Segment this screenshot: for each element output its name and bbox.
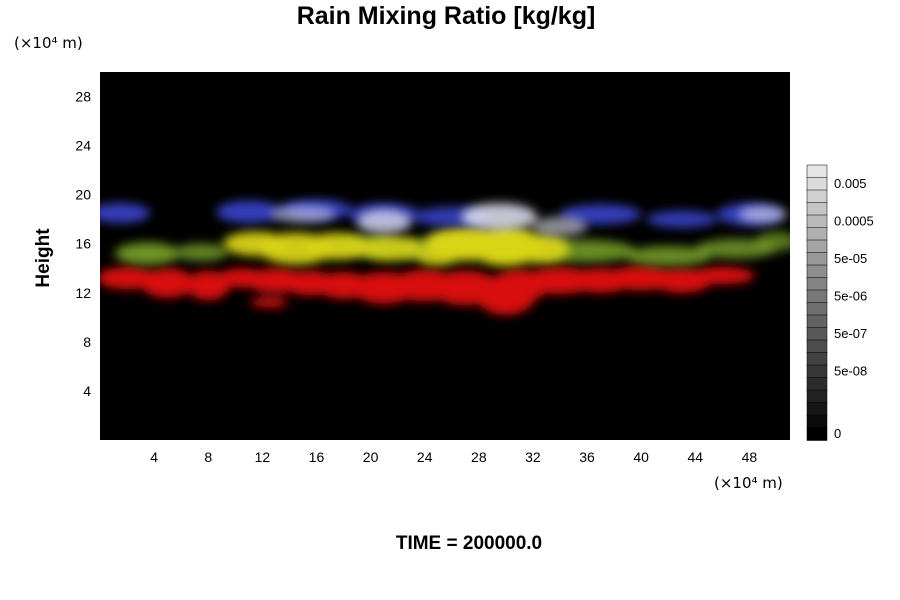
colorbar-label: 5e-08 xyxy=(834,363,867,378)
y-tick-label: 12 xyxy=(75,285,91,301)
colorbar-label: 0.0005 xyxy=(834,213,874,228)
layer-red xyxy=(100,265,755,315)
x-tick-labels: 4 8 12 16 20 24 28 32 36 40 44 48 xyxy=(150,449,757,465)
x-tick-label: 20 xyxy=(363,449,379,465)
y-tick-label: 8 xyxy=(83,334,91,350)
field-blob xyxy=(250,297,289,308)
colorbar-label: 0.005 xyxy=(834,176,867,191)
colorbar-cell xyxy=(806,402,828,416)
colorbar-labels: 0.005 0.0005 5e-05 5e-06 5e-07 5e-08 0 xyxy=(834,176,874,441)
colorbar-cell xyxy=(806,302,828,316)
y-tick-label: 20 xyxy=(75,187,91,203)
field-blob xyxy=(646,210,717,228)
colorbar-cell xyxy=(806,264,828,279)
field-blob xyxy=(560,204,642,225)
field-blob xyxy=(114,242,180,265)
x-tick-label: 48 xyxy=(742,449,758,465)
chart-title: Rain Mixing Ratio [kg/kg] xyxy=(297,2,596,30)
x-axis-unit: (×10⁴ m) xyxy=(714,474,783,492)
time-label: TIME = 200000.0 xyxy=(396,533,542,554)
field-blob xyxy=(357,209,412,234)
colorbar-cell xyxy=(806,214,828,229)
x-tick-label: 28 xyxy=(471,449,487,465)
colorbar-cell xyxy=(806,202,828,216)
y-tick-label: 16 xyxy=(75,236,91,252)
colorbar-cell xyxy=(806,189,828,204)
layer-yellow xyxy=(223,226,570,266)
colorbar-cell xyxy=(806,252,828,266)
field-blob xyxy=(100,203,151,223)
y-axis-label: Height xyxy=(33,228,54,288)
field-blob xyxy=(738,205,788,223)
layer-white xyxy=(270,203,788,237)
colorbar-cell xyxy=(806,352,828,366)
field-blob xyxy=(689,267,755,285)
field-blob xyxy=(509,233,570,264)
x-tick-label: 4 xyxy=(150,449,158,465)
x-tick-label: 12 xyxy=(255,449,271,465)
colorbar-label: 5e-06 xyxy=(834,288,867,303)
colorbar-cell xyxy=(806,227,828,241)
rain-field xyxy=(100,199,790,315)
field-blob xyxy=(358,236,424,261)
field-blob xyxy=(216,200,282,223)
colorbar-cell xyxy=(806,177,828,191)
colorbar-cell xyxy=(806,389,828,404)
colorbar-cell xyxy=(806,289,828,304)
colorbar-cell xyxy=(806,414,828,429)
field-blob xyxy=(270,205,336,223)
colorbar-label: 5e-05 xyxy=(834,251,867,266)
colorbar-cell xyxy=(806,164,828,179)
y-tick-label: 4 xyxy=(83,383,91,399)
x-tick-label: 24 xyxy=(417,449,433,465)
x-tick-label: 36 xyxy=(579,449,595,465)
colorbar-cell xyxy=(806,327,828,341)
x-tick-label: 8 xyxy=(204,449,212,465)
y-tick-labels: 4 8 12 16 20 24 28 xyxy=(75,89,91,399)
y-tick-label: 28 xyxy=(75,89,91,105)
colorbar xyxy=(806,164,828,441)
colorbar-cell xyxy=(806,364,828,379)
x-tick-label: 16 xyxy=(309,449,325,465)
field-blob xyxy=(624,246,712,266)
x-tick-label: 44 xyxy=(688,449,704,465)
field-blob xyxy=(416,246,460,266)
x-tick-label: 40 xyxy=(633,449,649,465)
x-tick-label: 32 xyxy=(525,449,541,465)
field-blob xyxy=(754,231,790,252)
colorbar-cell xyxy=(806,339,828,354)
colorbar-cell xyxy=(806,314,828,329)
colorbar-label: 0 xyxy=(834,426,841,441)
field-blob xyxy=(461,203,537,231)
field-blob xyxy=(174,243,229,261)
colorbar-cell xyxy=(806,427,828,441)
colorbar-cell xyxy=(806,239,828,254)
y-tick-label: 24 xyxy=(75,138,91,154)
field-blob xyxy=(304,232,370,260)
y-axis-unit: (×10⁴ m) xyxy=(14,34,83,52)
field-blob xyxy=(140,268,195,298)
field-blob xyxy=(532,216,588,237)
colorbar-label: 5e-07 xyxy=(834,326,867,341)
colorbar-cell xyxy=(806,377,828,391)
colorbar-cell xyxy=(806,277,828,291)
